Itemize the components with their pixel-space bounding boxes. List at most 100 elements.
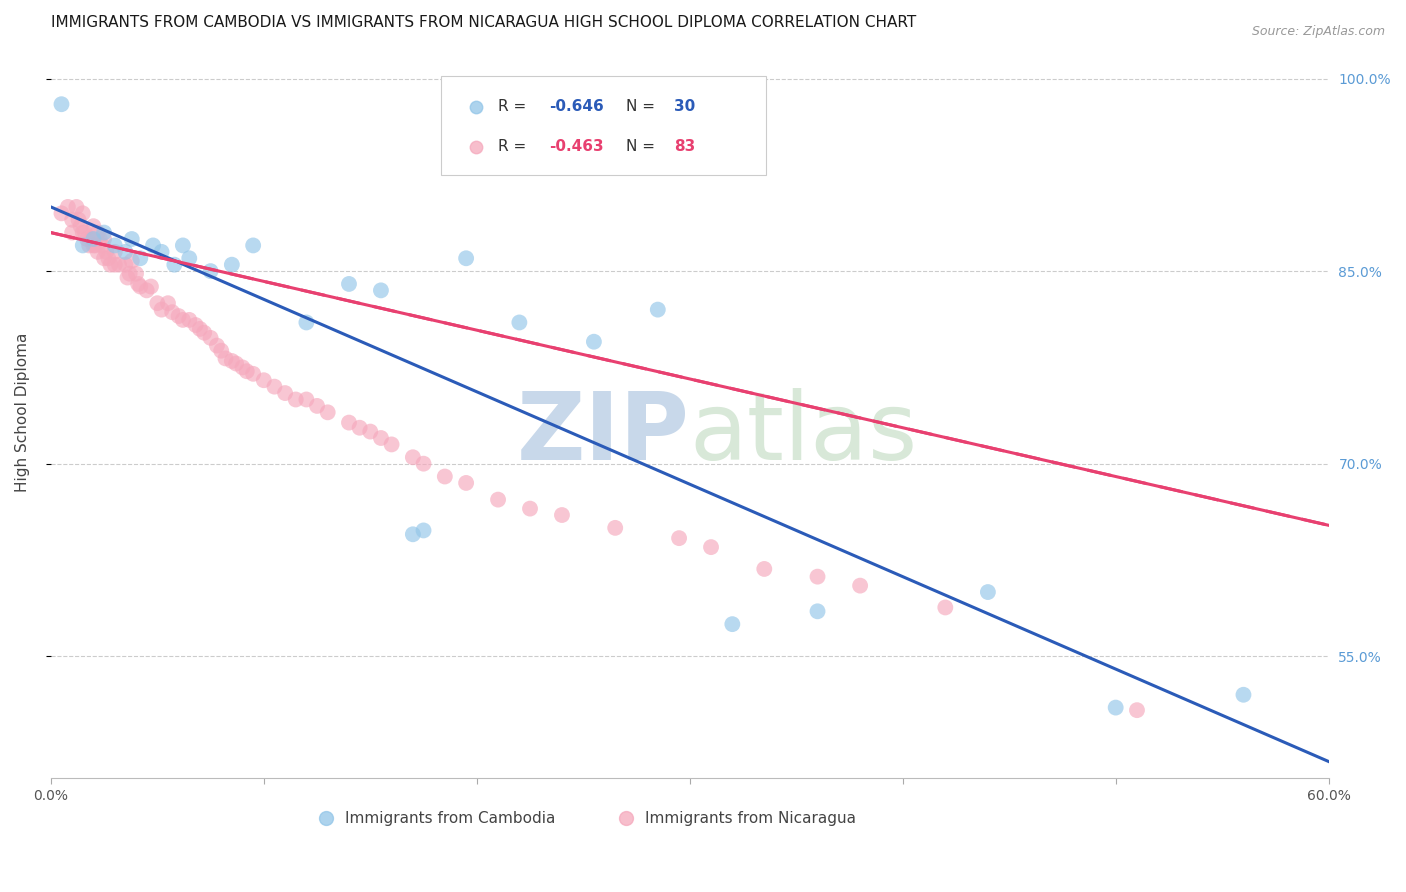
- Point: [1232, 688, 1254, 702]
- Point: [582, 334, 605, 349]
- Point: [381, 437, 404, 451]
- Point: [456, 475, 478, 490]
- Text: 83: 83: [675, 139, 696, 154]
- Point: [82, 238, 104, 252]
- Text: ZIP: ZIP: [517, 388, 690, 480]
- Point: [412, 457, 434, 471]
- Point: [117, 270, 139, 285]
- Point: [104, 244, 127, 259]
- Point: [125, 267, 148, 281]
- Point: [1126, 703, 1149, 717]
- Point: [72, 238, 94, 252]
- Point: [433, 469, 456, 483]
- Point: [77, 238, 100, 252]
- Point: [104, 238, 127, 252]
- Point: [76, 232, 98, 246]
- Text: R =: R =: [498, 99, 531, 114]
- Point: [184, 318, 207, 332]
- Point: [129, 252, 152, 266]
- Point: [209, 343, 232, 358]
- Point: [402, 450, 425, 465]
- Point: [200, 264, 222, 278]
- Point: [305, 399, 328, 413]
- Point: [188, 322, 211, 336]
- Point: [668, 531, 690, 545]
- Point: [72, 206, 94, 220]
- Point: [179, 313, 201, 327]
- Point: [150, 302, 173, 317]
- Point: [977, 585, 1000, 599]
- Point: [284, 392, 307, 407]
- Point: [402, 527, 425, 541]
- Point: [82, 219, 104, 234]
- Text: Immigrants from Nicaragua: Immigrants from Nicaragua: [645, 811, 856, 826]
- Point: [274, 386, 297, 401]
- Point: [65, 200, 87, 214]
- Point: [156, 296, 179, 310]
- Point: [97, 252, 120, 266]
- Point: [359, 425, 381, 439]
- Point: [114, 244, 136, 259]
- Point: [60, 212, 83, 227]
- Point: [80, 232, 103, 246]
- Point: [1105, 700, 1128, 714]
- Point: [121, 253, 143, 268]
- Point: [73, 226, 96, 240]
- FancyBboxPatch shape: [440, 76, 766, 175]
- Point: [605, 521, 627, 535]
- Point: [295, 392, 318, 407]
- Point: [263, 379, 285, 393]
- Point: [337, 416, 360, 430]
- Text: N =: N =: [626, 99, 659, 114]
- Point: [316, 405, 339, 419]
- Point: [56, 200, 79, 214]
- Point: [118, 267, 141, 281]
- Point: [172, 238, 194, 252]
- Point: [139, 279, 162, 293]
- Point: [412, 524, 434, 538]
- Point: [108, 258, 131, 272]
- Point: [370, 284, 392, 298]
- Point: [519, 501, 541, 516]
- Y-axis label: High School Diploma: High School Diploma: [15, 333, 30, 492]
- Point: [93, 252, 115, 266]
- Point: [100, 258, 122, 272]
- Point: [337, 277, 360, 291]
- Point: [754, 562, 776, 576]
- Text: 30: 30: [675, 99, 696, 114]
- Point: [104, 258, 127, 272]
- Text: -0.646: -0.646: [550, 99, 605, 114]
- Point: [160, 305, 183, 319]
- Point: [214, 351, 236, 366]
- Point: [225, 357, 247, 371]
- Point: [114, 258, 136, 272]
- Point: [370, 431, 392, 445]
- Point: [67, 212, 90, 227]
- Point: [51, 206, 73, 220]
- Point: [86, 226, 108, 240]
- Point: [163, 258, 186, 272]
- Point: [86, 244, 108, 259]
- Text: -0.463: -0.463: [550, 139, 603, 154]
- Point: [221, 258, 243, 272]
- Point: [551, 508, 574, 522]
- Point: [200, 331, 222, 345]
- Point: [231, 360, 253, 375]
- Point: [700, 540, 723, 554]
- Point: [486, 492, 509, 507]
- Point: [242, 238, 264, 252]
- Point: [508, 316, 530, 330]
- Point: [721, 617, 744, 632]
- Point: [72, 226, 94, 240]
- Point: [236, 364, 259, 378]
- Text: R =: R =: [498, 139, 531, 154]
- Point: [349, 421, 371, 435]
- Point: [205, 338, 228, 352]
- Point: [121, 232, 143, 246]
- Point: [93, 226, 115, 240]
- Point: [806, 569, 828, 583]
- Point: [150, 244, 173, 259]
- Point: [69, 219, 91, 234]
- Point: [142, 238, 165, 252]
- Point: [51, 97, 73, 112]
